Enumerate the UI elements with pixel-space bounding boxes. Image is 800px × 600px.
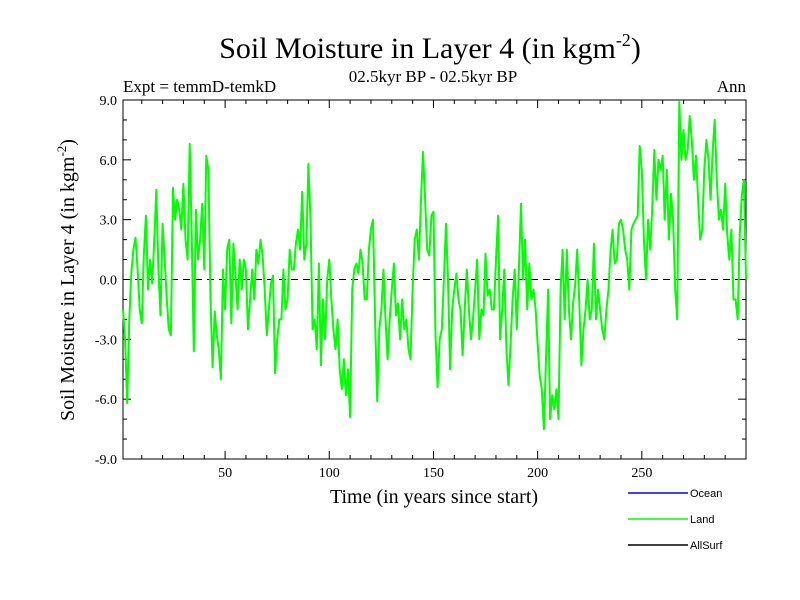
x-tick-label: 150 [423,466,444,481]
x-axis-label: Time (in years since start) [330,486,538,508]
axis-ticks: -9.0 -6.0 -3.0 0.0 3.0 6.0 9.0 50 100 150 200 250 [95,94,746,481]
series-layer [122,101,747,431]
subtitle-right: Ann [717,77,747,96]
y-tick-label: 3.0 [100,214,118,229]
y-tick-label: 6.0 [100,154,118,169]
legend-label-land: Land [690,514,714,526]
x-tick-label: 100 [319,466,340,481]
x-tick-label: 250 [631,466,652,481]
x-tick-label: 200 [527,466,548,481]
y-tick-label: 9.0 [100,94,118,109]
legend-label-allsurf: AllSurf [690,540,723,552]
y-tick-label: -3.0 [95,333,117,348]
y-tick-label: -6.0 [95,393,117,408]
series-line-land [122,101,747,431]
y-axis-label: Soil Moisture in Layer 4 (in kgm-2) [54,139,79,421]
legend: Ocean Land AllSurf [628,488,723,552]
subtitle-center: 02.5kyr BP - 02.5kyr BP [349,67,517,86]
legend-label-ocean: Ocean [690,488,722,500]
chart-title: Soil Moisture in Layer 4 (in kgm-2) [219,30,641,65]
y-tick-label: 0.0 [100,274,118,289]
subtitle-left: Expt = temmD-temkD [123,77,276,96]
y-tick-label: -9.0 [95,453,117,468]
x-tick-label: 50 [218,466,232,481]
